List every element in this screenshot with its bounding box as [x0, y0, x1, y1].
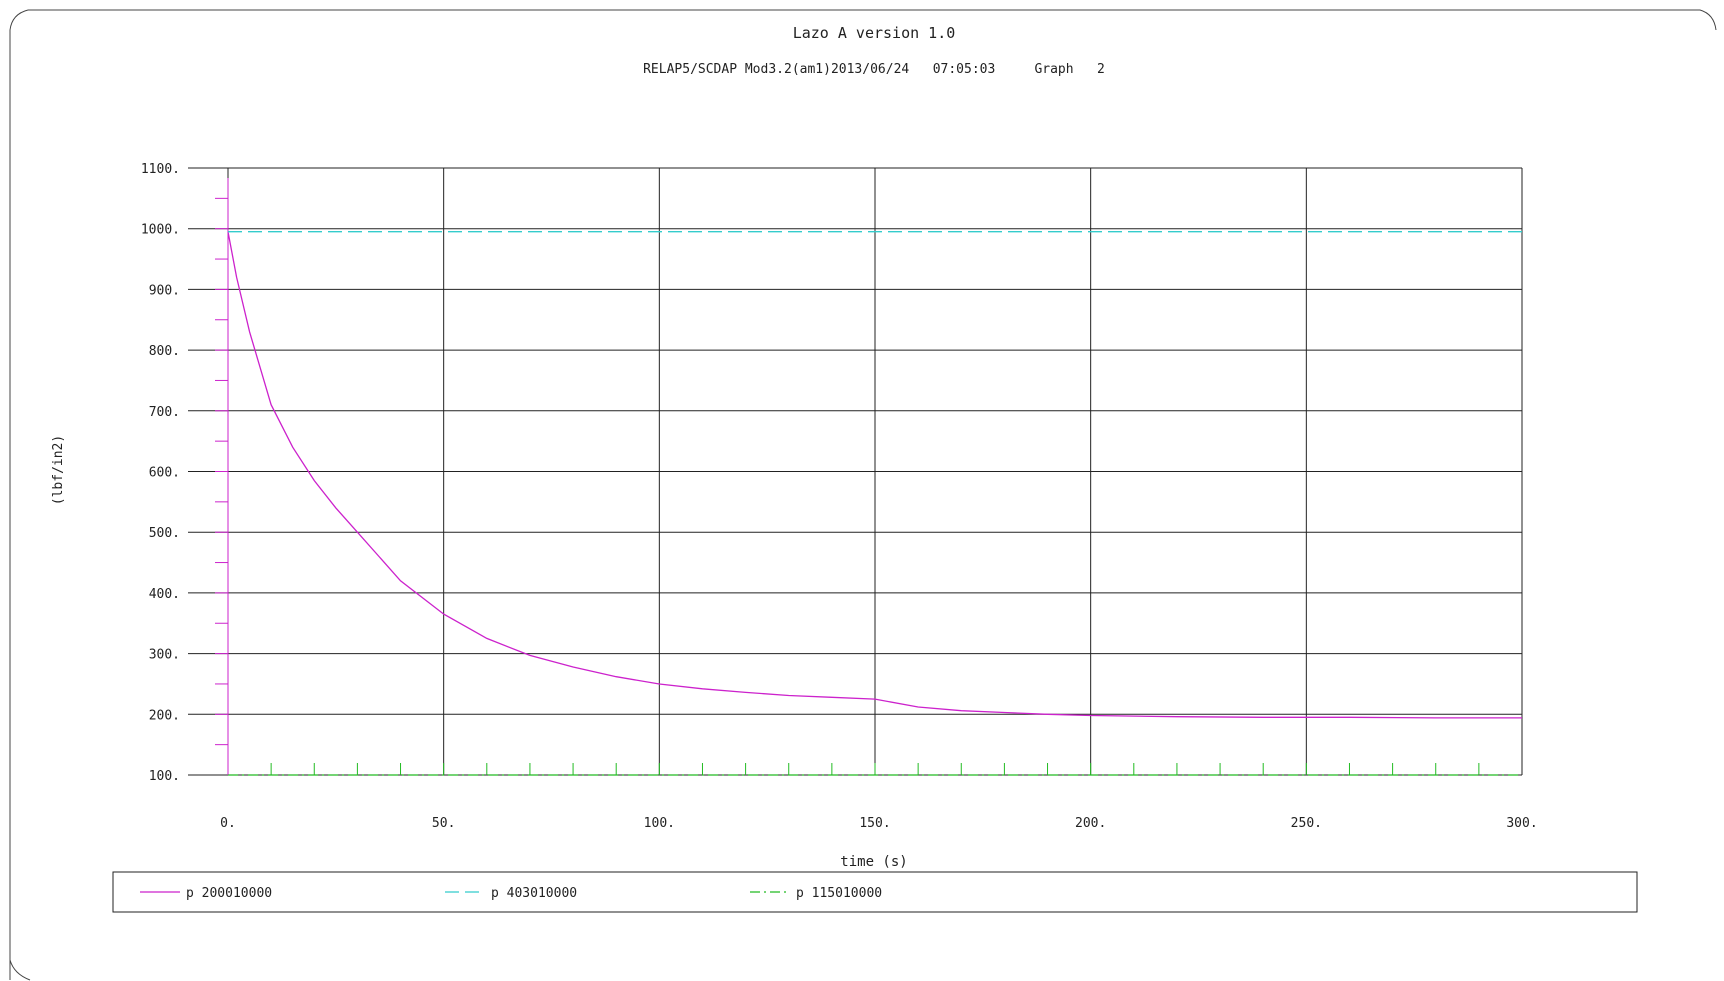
legend-box: [112, 871, 1638, 913]
x-tick-label: 0.: [220, 816, 236, 831]
y-tick-label: 900.: [149, 283, 180, 298]
chart-title: Lazo A version 1.0: [793, 24, 956, 42]
series-lines: [227, 231, 1522, 776]
y-tick-label: 700.: [149, 405, 180, 420]
minor-ticks: [215, 178, 1480, 775]
x-tick-label: 300.: [1506, 816, 1537, 831]
x-tick-label: 250.: [1291, 816, 1322, 831]
x-tick-label: 150.: [859, 816, 890, 831]
y-tick-label: 100.: [149, 769, 180, 784]
grid-lines: [188, 167, 1523, 776]
x-tick-label: 50.: [432, 816, 455, 831]
y-tick-label: 800.: [149, 344, 180, 359]
chart-subtitle: RELAP5/SCDAP Mod3.2(am1)2013/06/24 07:05…: [643, 62, 1105, 77]
x-axis-label: time (s): [840, 854, 907, 870]
tick-labels: 100. 200. 300. 400. 500. 600. 700. 800. 900. 1000…: [141, 162, 1538, 831]
y-tick-label: 200.: [149, 708, 180, 723]
legend: p 200010000 p 403010000 p 115010000: [140, 886, 882, 901]
y-tick-label: 400.: [149, 587, 180, 602]
y-tick-label: 300.: [149, 648, 180, 663]
y-tick-label: 500.: [149, 526, 180, 541]
page-frame: [9, 9, 1717, 981]
legend-label: p 200010000: [186, 886, 272, 901]
y-tick-label: 600.: [149, 466, 180, 481]
y-axis-label: (lbf/in2): [51, 435, 66, 505]
x-tick-label: 200.: [1075, 816, 1106, 831]
legend-label: p 403010000: [491, 886, 577, 901]
y-tick-label: 1000.: [141, 223, 180, 238]
legend-label: p 115010000: [796, 886, 882, 901]
y-tick-label: 1100.: [141, 162, 180, 177]
x-tick-label: 100.: [644, 816, 675, 831]
series-line: [227, 231, 1522, 719]
